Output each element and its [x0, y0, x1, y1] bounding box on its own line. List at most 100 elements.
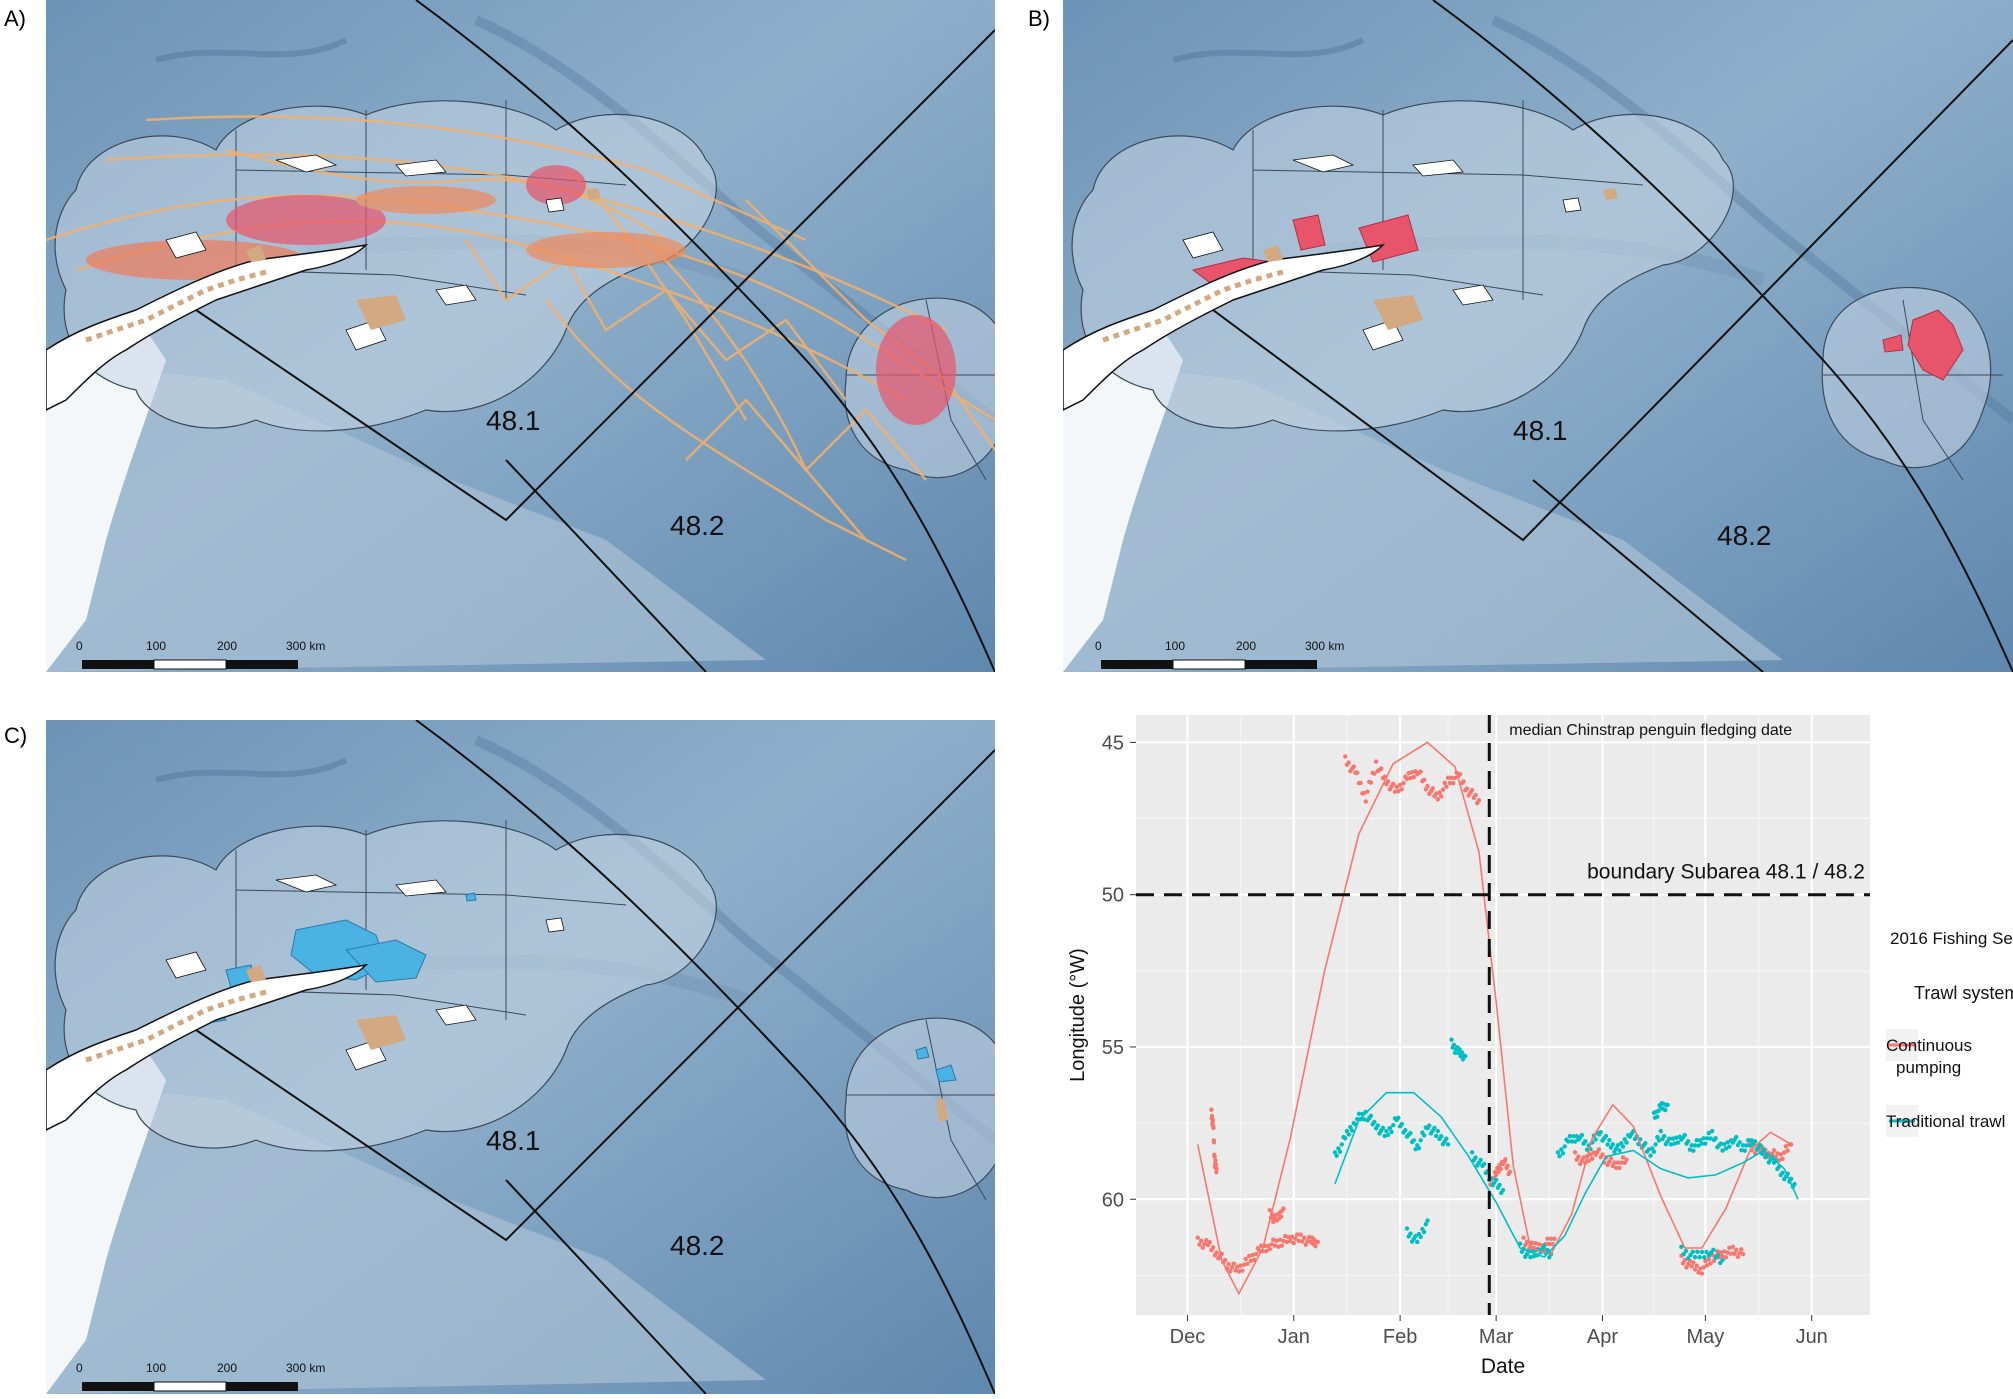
data-point — [1433, 1133, 1439, 1139]
data-point — [1737, 1140, 1742, 1145]
data-point — [1343, 1136, 1348, 1141]
data-point — [1523, 1242, 1528, 1248]
data-point — [1277, 1237, 1283, 1242]
data-point — [1435, 797, 1441, 802]
data-point — [1389, 1129, 1394, 1135]
subarea-label-48-2: 48.2 — [1717, 520, 1772, 551]
data-point — [1528, 1254, 1533, 1260]
data-point — [1699, 1271, 1705, 1276]
data-point — [1375, 1123, 1381, 1128]
svg-text:300 km: 300 km — [286, 1361, 325, 1375]
data-point — [1284, 1239, 1290, 1245]
data-point — [1548, 1236, 1554, 1241]
data-point — [1211, 1140, 1217, 1145]
x-tick-label: May — [1686, 1326, 1724, 1348]
data-point — [1742, 1148, 1748, 1153]
data-point — [1241, 1262, 1247, 1267]
data-point — [1418, 1138, 1423, 1143]
data-point — [1387, 1125, 1393, 1131]
data-point — [1662, 1134, 1667, 1139]
data-point — [1213, 1162, 1219, 1167]
data-point — [1624, 1157, 1629, 1162]
data-point — [1301, 1235, 1307, 1240]
data-point — [1278, 1214, 1284, 1219]
data-point — [1727, 1144, 1732, 1149]
svg-text:0: 0 — [76, 639, 83, 653]
data-point — [1540, 1246, 1545, 1252]
data-point — [1656, 1108, 1661, 1114]
data-point — [1427, 1123, 1432, 1128]
data-point — [1723, 1146, 1729, 1151]
data-point — [1214, 1166, 1219, 1172]
data-point — [1344, 1128, 1350, 1134]
data-point — [1780, 1170, 1785, 1176]
data-point — [1258, 1243, 1264, 1248]
data-point — [1207, 1240, 1212, 1245]
data-point — [1605, 1142, 1610, 1147]
data-point — [1396, 789, 1401, 794]
subarea-label-48-1: 48.1 — [486, 405, 541, 436]
data-point — [1264, 1249, 1269, 1254]
data-point — [1574, 1134, 1579, 1139]
data-point — [1413, 1147, 1418, 1152]
data-point — [1267, 1208, 1272, 1213]
data-point — [1421, 1229, 1427, 1235]
fledging-date-label: median Chinstrap penguin fledging date — [1509, 722, 1792, 739]
legend-title: Trawl system — [1914, 983, 2013, 1003]
data-point — [1619, 1141, 1624, 1146]
x-tick-label: Dec — [1170, 1326, 1206, 1348]
data-point — [1653, 1142, 1658, 1147]
data-point — [1615, 1160, 1621, 1165]
data-point — [1739, 1148, 1744, 1153]
x-tick-label: Feb — [1383, 1326, 1417, 1348]
data-point — [1613, 1165, 1619, 1171]
data-point — [1612, 1160, 1617, 1165]
svg-text:0: 0 — [76, 1361, 83, 1375]
data-point — [1615, 1143, 1621, 1148]
data-point — [1444, 784, 1449, 789]
data-point — [1576, 1154, 1581, 1159]
data-point — [1421, 777, 1427, 783]
data-point — [1723, 1255, 1729, 1260]
data-point — [1351, 764, 1356, 769]
data-point — [1313, 1243, 1318, 1249]
data-point — [1711, 1247, 1716, 1253]
data-point — [1293, 1236, 1298, 1242]
data-point — [1423, 1221, 1429, 1227]
data-point — [1545, 1247, 1550, 1253]
data-point — [1279, 1243, 1284, 1248]
data-point — [1608, 1145, 1614, 1150]
data-point — [1579, 1158, 1585, 1163]
data-point — [1435, 1128, 1441, 1134]
data-point — [1734, 1134, 1739, 1140]
data-point — [1409, 770, 1415, 775]
data-point — [1368, 1113, 1374, 1119]
data-point — [1229, 1265, 1235, 1270]
data-point — [1771, 1148, 1777, 1153]
data-point — [1732, 1251, 1737, 1256]
data-point — [1692, 1267, 1698, 1272]
svg-text:200: 200 — [217, 1361, 237, 1375]
data-point — [1228, 1268, 1233, 1274]
data-point — [1598, 1129, 1603, 1135]
svg-text:0: 0 — [1095, 639, 1102, 653]
x-axis-title: Date — [1481, 1355, 1525, 1378]
data-point — [1238, 1263, 1243, 1268]
data-point — [1651, 1149, 1657, 1154]
data-point — [1463, 1053, 1468, 1059]
data-point — [1195, 1235, 1200, 1240]
data-point — [1385, 1132, 1391, 1138]
data-point — [1620, 1155, 1626, 1160]
data-point — [1579, 1132, 1585, 1138]
series-smooth-line — [1334, 1091, 1799, 1259]
data-point — [1415, 1239, 1420, 1245]
data-point — [1209, 1113, 1215, 1119]
data-point — [1358, 780, 1363, 786]
data-point — [1363, 799, 1369, 804]
data-point — [1408, 1130, 1413, 1136]
data-point — [1385, 779, 1391, 784]
data-point — [1408, 1231, 1413, 1236]
data-point — [1200, 1245, 1206, 1250]
data-point — [1384, 1128, 1389, 1134]
data-point — [1336, 1146, 1341, 1151]
